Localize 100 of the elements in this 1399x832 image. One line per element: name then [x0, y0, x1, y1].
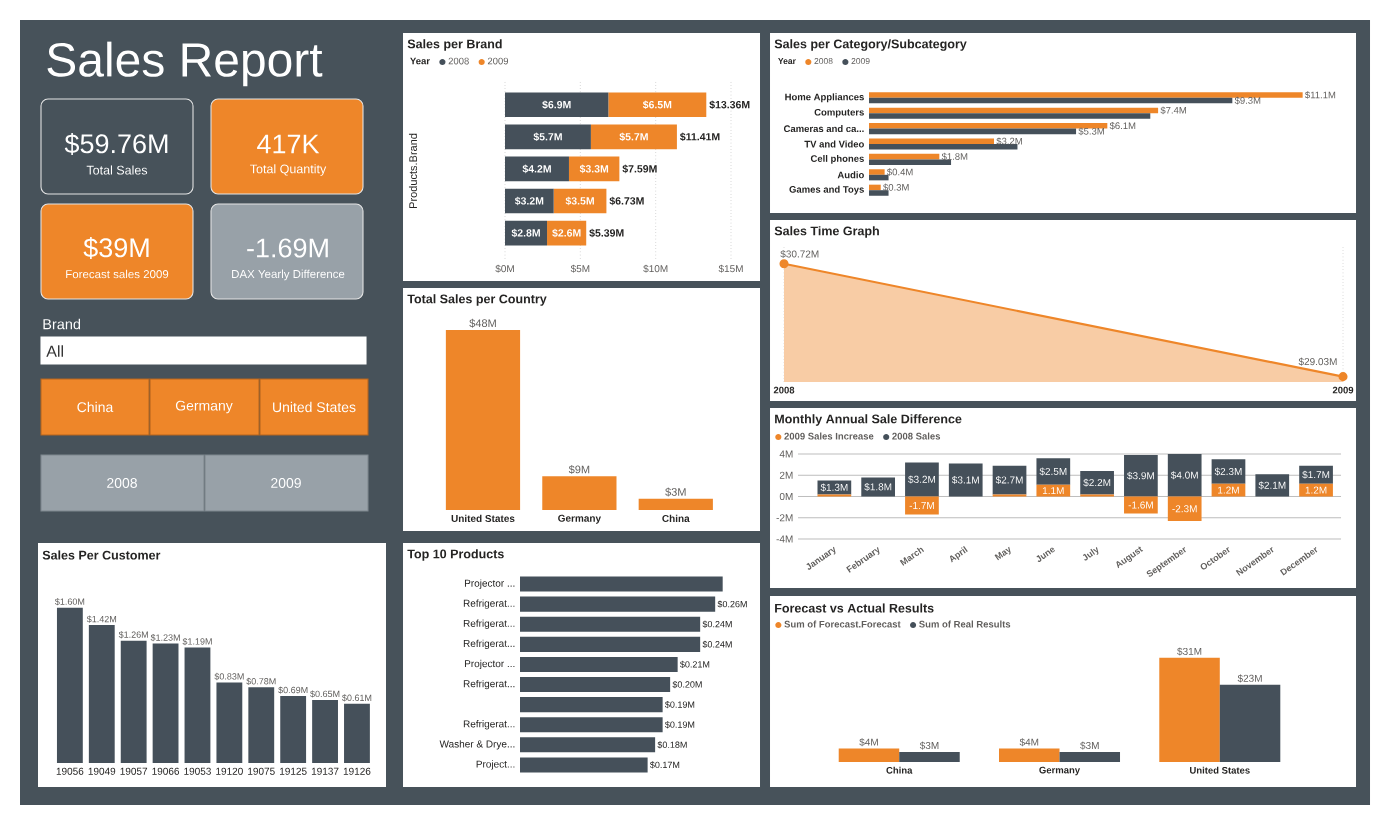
- total-label: $6.73M: [609, 196, 644, 206]
- bar: [1255, 474, 1290, 497]
- bar: [1299, 465, 1333, 484]
- bar: [520, 656, 678, 672]
- bar: [905, 496, 939, 515]
- legend-label: 2008: [448, 57, 469, 65]
- x-tick-label: Germany: [558, 514, 601, 524]
- data-label: $7.4M: [1160, 106, 1186, 115]
- legend-label: 2009 Sales Increase: [784, 432, 874, 440]
- data-label: -2.3M: [1172, 505, 1197, 513]
- data-label: $6.5M: [642, 100, 672, 110]
- data-label: $4.2M: [522, 164, 551, 174]
- data-label: 1.2M: [1218, 486, 1239, 494]
- bar: [120, 640, 147, 763]
- x-tick-label: 19075: [248, 767, 275, 775]
- data-label: $0.78M: [246, 677, 276, 685]
- data-label: $0.83M: [214, 672, 244, 681]
- text: DAX Yearly Difference: [232, 269, 345, 281]
- data-label: $0.69M: [278, 686, 308, 694]
- bar: [520, 576, 723, 592]
- x-tick-label: 19120: [216, 767, 243, 775]
- legend-label: 2009: [851, 58, 870, 65]
- bar: [590, 124, 677, 150]
- bar: [520, 636, 701, 652]
- text: $59.76M: [64, 133, 168, 155]
- legend-label: 2008: [814, 58, 833, 65]
- y-tick-label: 4M: [779, 450, 793, 458]
- bar: [1036, 458, 1071, 485]
- data-label: $31M: [1177, 647, 1202, 656]
- data-label: $2.2M: [1083, 478, 1111, 487]
- data-label: $0.24M: [702, 640, 732, 648]
- bar: [505, 188, 554, 214]
- data-label: $1.60M: [54, 598, 85, 606]
- text: $39M: [83, 237, 149, 259]
- data-label: $6.9M: [542, 100, 571, 110]
- data-label: $1.8M: [864, 482, 892, 491]
- legend-label: 2008 Sales: [892, 432, 941, 440]
- bar: [869, 113, 1151, 119]
- data-label: $23M: [1237, 674, 1262, 683]
- bar: [505, 124, 591, 150]
- data-label: $1.8M: [941, 152, 968, 161]
- data-label: $1.42M: [86, 615, 117, 623]
- chart-title: Sales Time Graph: [774, 226, 879, 238]
- data-label: $0.4M: [887, 168, 913, 176]
- chart-title: Monthly Annual Sale Difference: [775, 414, 962, 426]
- bar: [216, 682, 243, 763]
- data-label: $9.3M: [1234, 96, 1261, 105]
- y-tick-label: Refrigerat...: [463, 599, 515, 609]
- data-label: $3.1M: [951, 475, 979, 485]
- bar: [948, 463, 983, 497]
- x-tick-label: June: [1036, 547, 1055, 562]
- y-tick-label: Project...: [476, 760, 515, 770]
- bar: [869, 174, 889, 181]
- y-tick-label: Refrigerat...: [463, 619, 515, 629]
- y-tick-label: 0M: [779, 492, 793, 501]
- y-tick-label: Washer & Drye...: [439, 740, 515, 750]
- bar: [505, 92, 609, 118]
- legend-title: Year: [778, 58, 796, 64]
- data-label: $5.3M: [1078, 127, 1104, 136]
- y-tick-label: -4M: [776, 535, 793, 543]
- data-label: $48M: [469, 318, 496, 328]
- data-label: $29.03M: [1298, 357, 1337, 366]
- data-label: $9M: [568, 465, 590, 474]
- total-label: $13.36M: [709, 100, 750, 110]
- bar: [1167, 496, 1202, 521]
- data-label: $3.2M: [908, 475, 935, 484]
- data-label: $4M: [1019, 738, 1039, 747]
- data-label: $30.72M: [780, 250, 819, 259]
- bar: [1080, 471, 1114, 495]
- bar: [869, 144, 1018, 150]
- data-label: $2.7M: [995, 475, 1023, 485]
- text: Total Quantity: [250, 164, 327, 176]
- x-tick-label: 19056: [56, 767, 84, 775]
- y-tick-label: TV and Video: [804, 140, 864, 148]
- text: China: [77, 401, 114, 413]
- data-label: $2.3M: [1214, 467, 1242, 476]
- legend-title: Year: [410, 57, 430, 65]
- bar: [1124, 496, 1158, 514]
- y-tick-label: Home Appliances: [785, 93, 864, 103]
- total-label: $11.41M: [680, 132, 720, 142]
- data-label: $3M: [1080, 741, 1099, 750]
- bar: [505, 156, 569, 182]
- bar: [838, 748, 900, 762]
- text: Brand: [43, 318, 81, 330]
- bar: [520, 757, 648, 773]
- bar: [861, 477, 895, 497]
- x-tick-label: 19049: [88, 767, 116, 775]
- bar: [869, 169, 885, 175]
- y-tick-label: -2M: [776, 514, 793, 522]
- total-label: $5.39M: [589, 228, 624, 238]
- chart-title: Sales per Brand: [407, 39, 502, 51]
- data-label: $3.9M: [1127, 471, 1154, 480]
- y-tick-label: Projector ...: [464, 659, 515, 670]
- data-label: $4.0M: [1170, 471, 1198, 480]
- y-tick-label: Cameras and ca...: [783, 125, 864, 133]
- x-tick-label: $15M: [718, 264, 743, 273]
- bar: [869, 138, 995, 144]
- data-label: $0.17M: [649, 761, 680, 769]
- text: Total Sales: [86, 165, 148, 175]
- bar: [520, 677, 671, 693]
